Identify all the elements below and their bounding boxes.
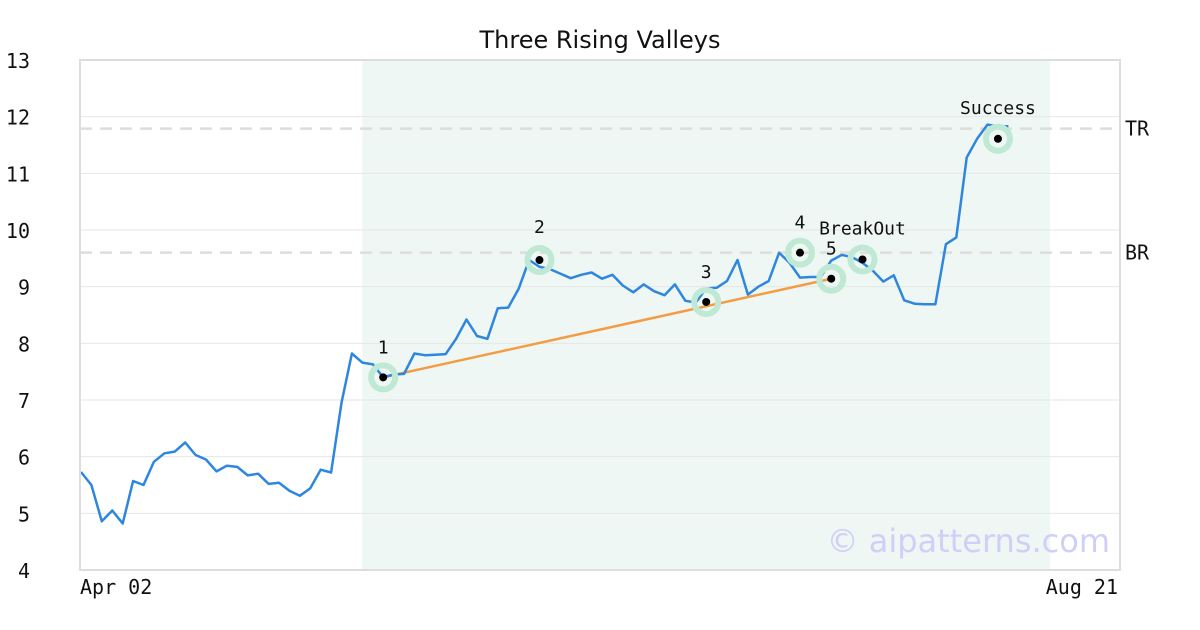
point-halo	[816, 263, 847, 294]
x-tick-start: Apr 02	[80, 575, 152, 599]
plot-frame	[79, 59, 1121, 571]
point-halo	[691, 286, 722, 317]
watermark: © aipatterns.com	[827, 522, 1110, 560]
point-label: 2	[534, 217, 545, 238]
point-marker	[535, 256, 544, 265]
y-tick-label: 7	[18, 389, 30, 413]
trend-line	[382, 277, 832, 379]
point-halo	[784, 237, 815, 268]
point-marker	[379, 373, 388, 382]
y-tick-label: 13	[6, 49, 30, 73]
point-halo	[524, 245, 555, 276]
point-label: BreakOut	[819, 218, 906, 239]
point-halo	[368, 362, 399, 393]
y-tick-label: 4	[18, 559, 30, 583]
y-tick-label: 12	[6, 106, 30, 130]
y-tick-label: 5	[18, 502, 30, 526]
grid-layer	[80, 59, 1120, 571]
chart-title: Three Rising Valleys	[478, 26, 720, 54]
point-label: Success	[960, 98, 1036, 119]
reference-line-label: TR	[1125, 117, 1150, 141]
point-halo	[982, 123, 1013, 154]
y-tick-label: 9	[18, 276, 30, 300]
point-label: 4	[795, 213, 806, 234]
y-tick-label: 8	[18, 332, 30, 356]
reference-lines-layer: TR BR	[80, 117, 1150, 265]
y-axis-ticks: 4 5 6 7 8 9 10 11 12 13	[6, 49, 30, 583]
reference-line-label: BR	[1125, 241, 1150, 265]
point-halo	[847, 244, 878, 275]
point-marker	[993, 134, 1002, 143]
point-marker	[795, 248, 804, 257]
y-tick-label: 11	[6, 162, 30, 186]
point-label: 3	[701, 262, 712, 283]
point-marker	[702, 297, 711, 306]
y-tick-label: 6	[18, 446, 30, 470]
point-marker	[827, 274, 836, 283]
trend-line-layer	[382, 277, 832, 379]
point-marker	[858, 255, 867, 264]
y-tick-label: 10	[6, 219, 30, 243]
point-label: 5	[826, 239, 837, 260]
x-tick-end: Aug 21	[1046, 575, 1118, 599]
point-label: 1	[378, 337, 389, 358]
